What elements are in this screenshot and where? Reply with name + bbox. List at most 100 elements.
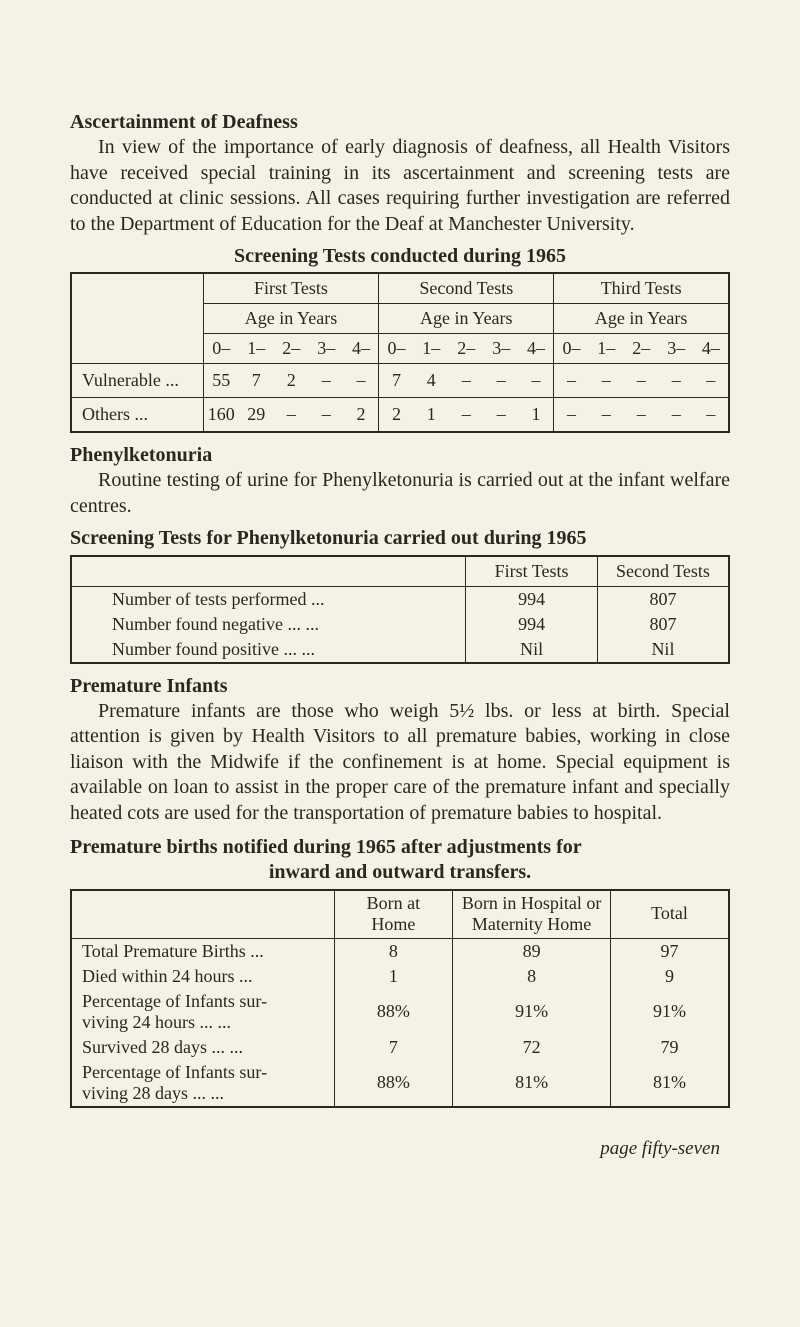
premature-title: Premature Infants [70, 674, 730, 699]
cell: 97 [611, 938, 729, 964]
table-row: Total Premature Births ... 8 89 97 [71, 938, 729, 964]
age-label: 1– [239, 334, 274, 364]
cell: 994 [466, 586, 598, 612]
col-header: Total [611, 890, 729, 939]
cell: – [589, 398, 624, 433]
premature-table: Born at Home Born in Hospital or Materni… [70, 889, 730, 1108]
col-header-text: First Tests [495, 561, 569, 581]
age-label: 1– [589, 334, 624, 364]
document-page: Ascertainment of Deafness In view of the… [0, 0, 800, 1327]
age-label: 2– [449, 334, 484, 364]
cell: – [554, 398, 589, 433]
age-label: 0– [203, 334, 239, 364]
row-label: Others ... [71, 398, 203, 433]
age-label: 4– [519, 334, 554, 364]
cell: 8 [453, 964, 611, 989]
premature-table-title-1: Premature births notified during 1965 af… [70, 835, 730, 860]
cell: 7 [239, 364, 274, 398]
cell: – [659, 364, 694, 398]
row-label: Number of tests performed ... [71, 586, 466, 612]
col-header: Born at Home [334, 890, 452, 939]
cell: – [274, 398, 309, 433]
cell: 29 [239, 398, 274, 433]
cell: 91% [611, 989, 729, 1035]
table-row: Died within 24 hours ... 1 8 9 [71, 964, 729, 989]
cell: 1 [334, 964, 452, 989]
table-row: Number of tests performed ... 994 807 [71, 586, 729, 612]
table-row: Others ... 160 29 – – 2 2 1 – – 1 – – – … [71, 398, 729, 433]
screening-table-title: Screening Tests conducted during 1965 [70, 245, 730, 268]
cell: – [344, 364, 379, 398]
cell: 994 [466, 612, 598, 637]
pku-table: First Tests Second Tests Number of tests… [70, 555, 730, 664]
table-row: Vulnerable ... 55 7 2 – – 7 4 – – – – – … [71, 364, 729, 398]
sub-header: Age in Years [554, 304, 729, 334]
cell: – [694, 364, 729, 398]
cell: 1 [519, 398, 554, 433]
group-header: Second Tests [379, 273, 554, 304]
cell: – [589, 364, 624, 398]
row-label: Survived 28 days ... ... [71, 1035, 334, 1060]
cell: 7 [334, 1035, 452, 1060]
cell: 55 [203, 364, 239, 398]
cell: 7 [379, 364, 414, 398]
row-label: Percentage of Infants sur- viving 24 hou… [71, 989, 334, 1035]
cell: 9 [611, 964, 729, 989]
cell: 79 [611, 1035, 729, 1060]
cell: 160 [203, 398, 239, 433]
cell: 2 [379, 398, 414, 433]
age-label: 0– [554, 334, 589, 364]
cell: 1 [414, 398, 449, 433]
col-header-text: Born at Home [367, 893, 421, 935]
cell: Nil [597, 637, 729, 663]
cell: – [449, 364, 484, 398]
cell: 4 [414, 364, 449, 398]
table-row: Percentage of Infants sur- viving 24 hou… [71, 989, 729, 1035]
screening-table: First Tests Second Tests Third Tests Age… [70, 272, 730, 433]
sub-header: Age in Years [379, 304, 554, 334]
cell: – [624, 398, 659, 433]
age-label: 2– [274, 334, 309, 364]
pku-body: Routine testing of urine for Phenylketon… [70, 468, 730, 519]
cell: – [694, 398, 729, 433]
age-label: 1– [414, 334, 449, 364]
cell: Nil [466, 637, 598, 663]
cell: 88% [334, 1060, 452, 1107]
row-label: Number found positive ... ... [71, 637, 466, 663]
age-label: 3– [484, 334, 519, 364]
col-header-text: Total [651, 903, 688, 923]
cell: 807 [597, 612, 729, 637]
col-header-text: Second Tests [616, 561, 710, 581]
sub-header: Age in Years [203, 304, 379, 334]
row-label: Vulnerable ... [71, 364, 203, 398]
cell: – [554, 364, 589, 398]
cell: 88% [334, 989, 452, 1035]
pku-table-title: Screening Tests for Phenylketonuria carr… [70, 526, 730, 551]
row-label: Total Premature Births ... [71, 938, 334, 964]
cell: 81% [611, 1060, 729, 1107]
cell: – [309, 364, 344, 398]
cell: – [519, 364, 554, 398]
col-header: Born in Hospital or Maternity Home [453, 890, 611, 939]
table-row: Number found positive ... ... Nil Nil [71, 637, 729, 663]
pku-title: Phenylketonuria [70, 443, 730, 468]
cell: 81% [453, 1060, 611, 1107]
row-label: Number found negative ... ... [71, 612, 466, 637]
col-header-text: Born in Hospital or Maternity Home [462, 893, 602, 935]
table-row: Number found negative ... ... 994 807 [71, 612, 729, 637]
cell: 91% [453, 989, 611, 1035]
cell: – [624, 364, 659, 398]
premature-body: Premature infants are those who weigh 5½… [70, 699, 730, 827]
deafness-body: In view of the importance of early diagn… [70, 135, 730, 237]
deafness-title: Ascertainment of Deafness [70, 110, 730, 135]
col-header: First Tests [466, 556, 598, 587]
cell: 72 [453, 1035, 611, 1060]
table-row: Survived 28 days ... ... 7 72 79 [71, 1035, 729, 1060]
premature-table-title-2: inward and outward transfers. [70, 860, 730, 885]
cell: – [309, 398, 344, 433]
age-label: 3– [659, 334, 694, 364]
age-label: 4– [344, 334, 379, 364]
cell: 2 [274, 364, 309, 398]
group-header: First Tests [203, 273, 379, 304]
cell: 2 [344, 398, 379, 433]
